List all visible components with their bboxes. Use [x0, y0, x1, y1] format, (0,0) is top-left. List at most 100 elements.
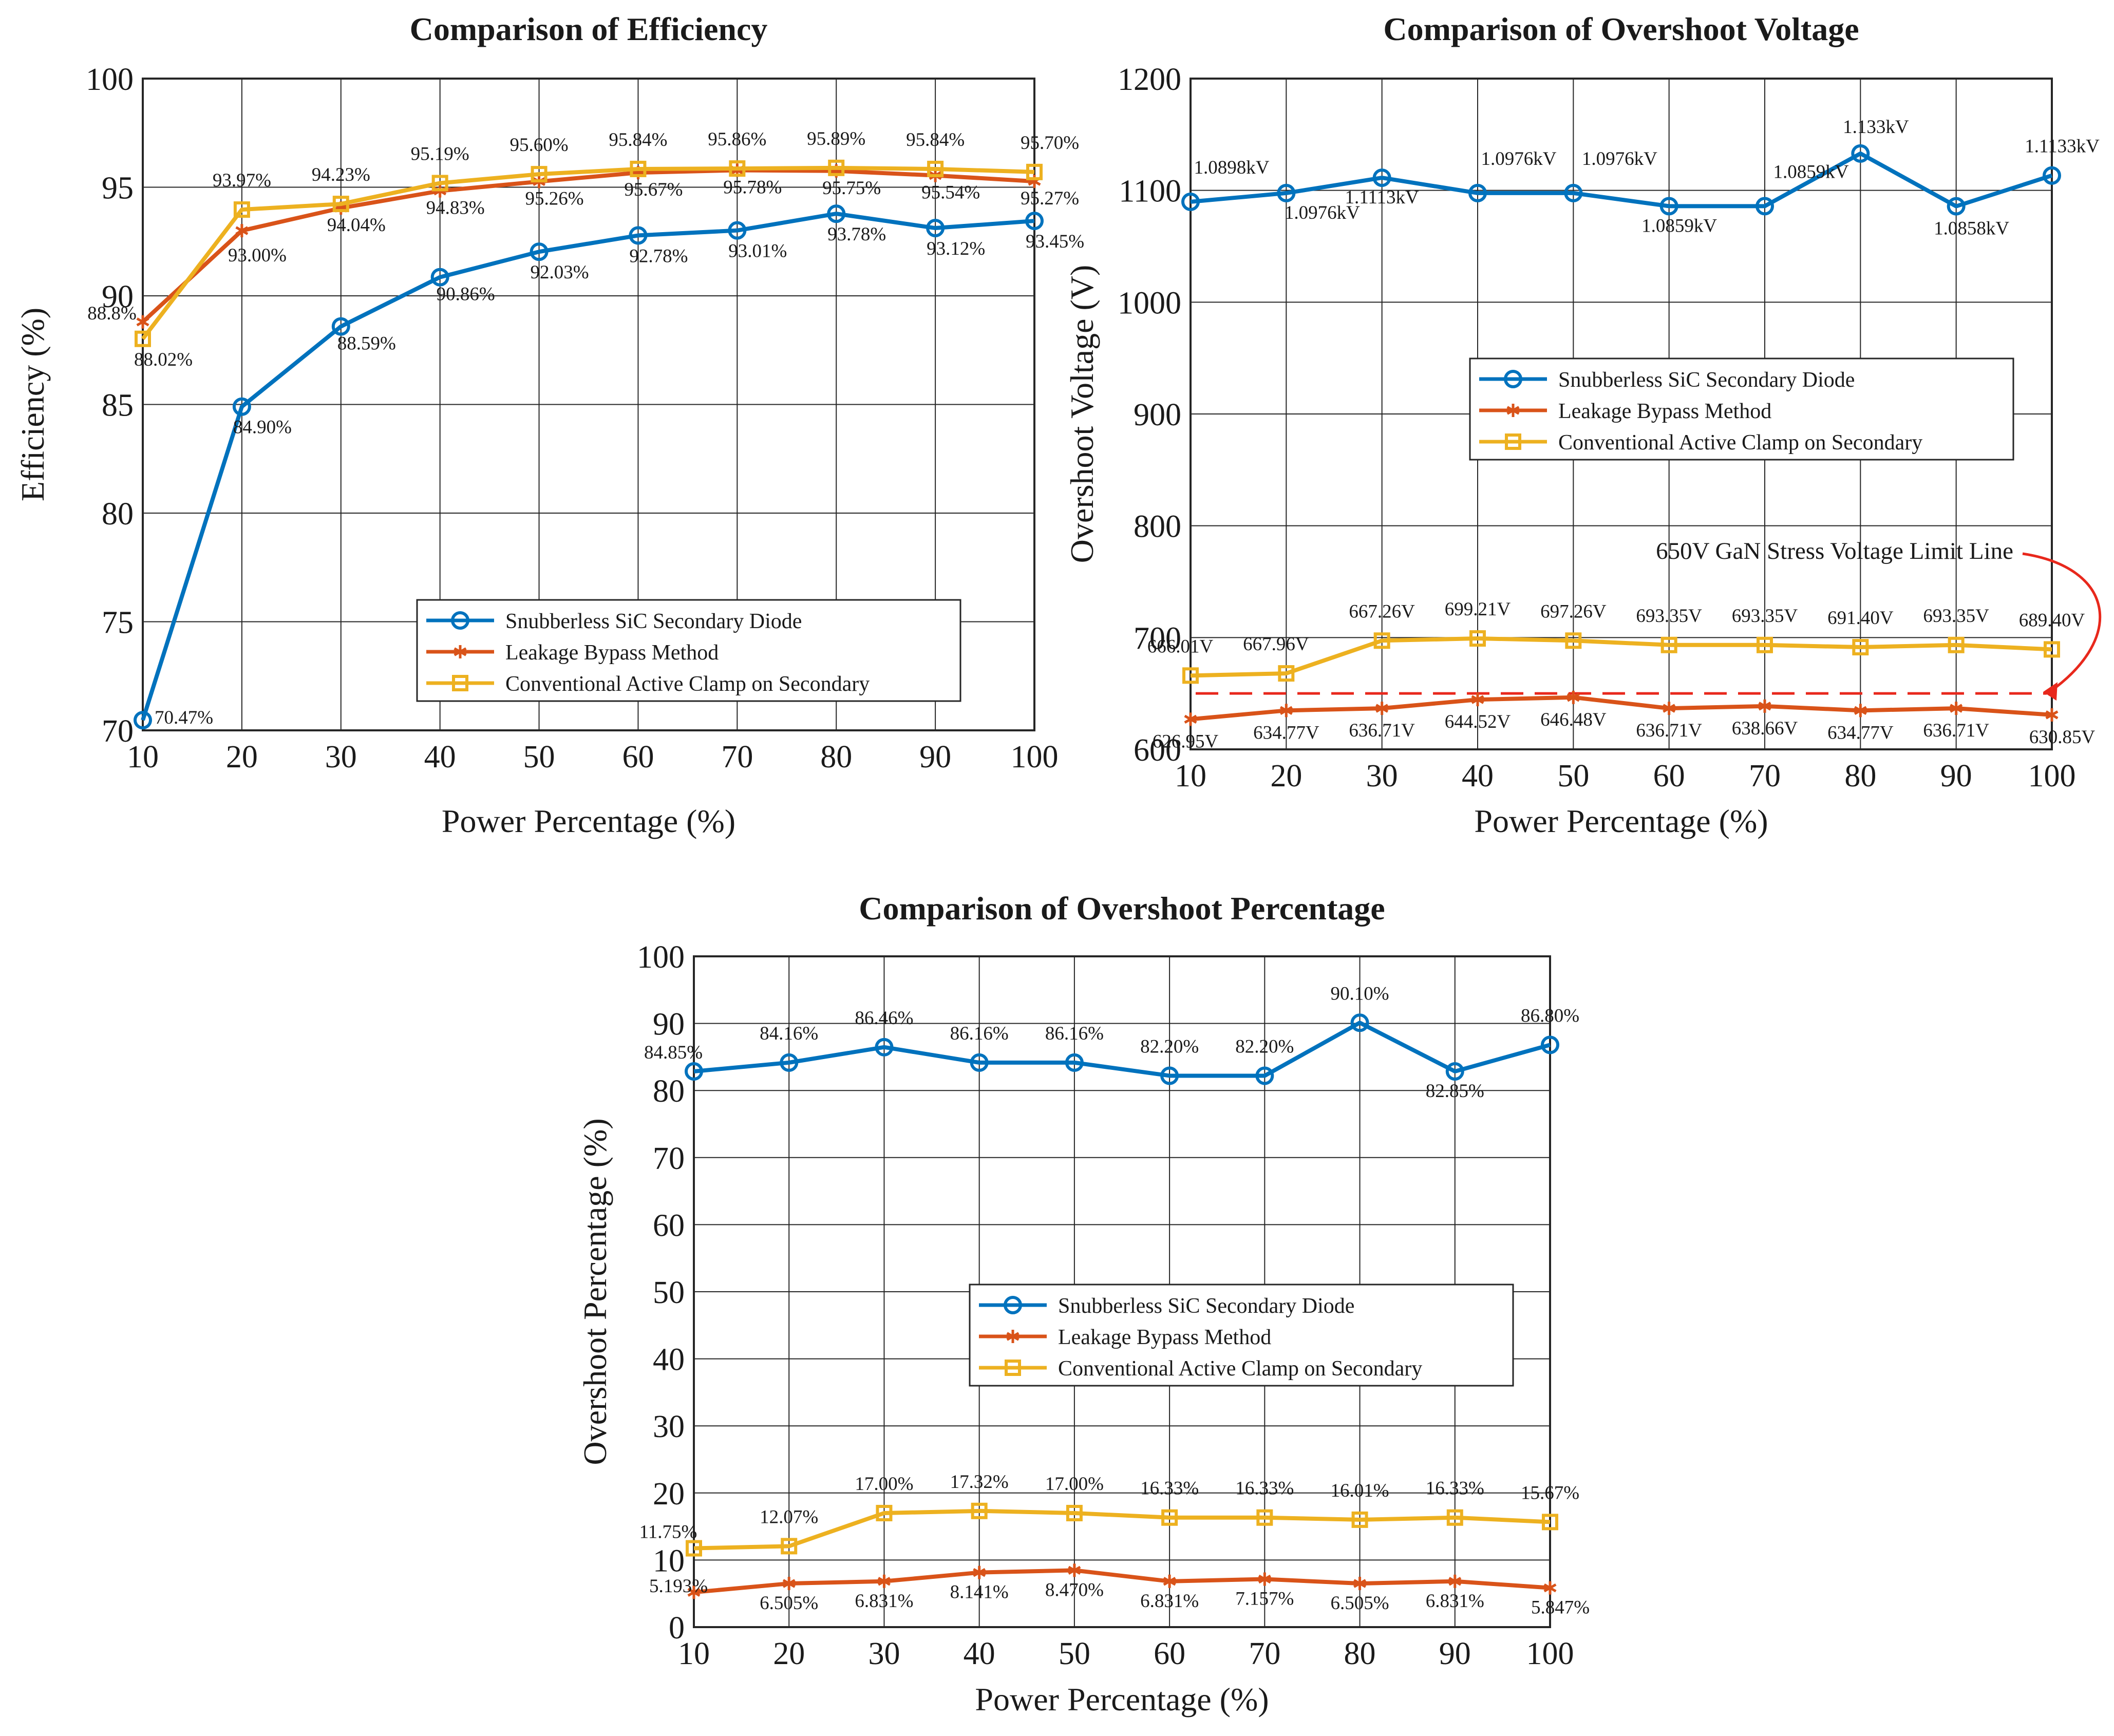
data-label: 88.8%	[87, 303, 137, 324]
series-line	[1190, 151, 2053, 209]
data-point	[1181, 192, 1200, 211]
data-point	[531, 166, 548, 183]
data-label: 95.19%	[411, 143, 469, 164]
series-line	[1190, 695, 2052, 722]
data-point	[927, 160, 944, 177]
data-point	[1278, 665, 1295, 682]
data-point	[1375, 702, 1389, 715]
data-label: 7.157%	[1235, 1589, 1294, 1610]
data-point	[877, 1574, 891, 1588]
data-label: 86.16%	[1045, 1023, 1104, 1044]
data-label: 1.133kV	[1843, 117, 1909, 138]
x-tick-label: 60	[622, 740, 654, 775]
data-label: 86.46%	[855, 1008, 913, 1029]
data-point	[876, 1504, 893, 1521]
data-point	[2044, 641, 2060, 658]
data-point	[926, 219, 945, 238]
x-tick-label: 40	[964, 1636, 995, 1671]
data-label: 93.45%	[1026, 231, 1084, 252]
x-tick-label: 10	[127, 740, 159, 775]
chart-voltage: 10 20 30 40 50 60 70 80 90 100 600 700 800 900 1000 110…	[1064, 11, 2102, 839]
data-point	[1854, 704, 1867, 718]
data-label: 646.48V	[1540, 709, 1607, 730]
data-point	[1350, 1013, 1369, 1032]
y-tick-label: 60	[653, 1208, 685, 1243]
x-tick-label: 30	[1366, 759, 1398, 794]
series-line	[141, 168, 1035, 324]
data-point	[875, 1037, 894, 1056]
y-tick-label: 70	[653, 1141, 685, 1176]
data-point	[970, 1053, 989, 1072]
data-label: 689.40V	[2019, 610, 2085, 631]
x-tick-label: 60	[1154, 1636, 1185, 1671]
legend-marker	[454, 645, 467, 658]
x-tick-label: 30	[868, 1636, 900, 1671]
data-label: 92.03%	[531, 262, 589, 283]
legend-entry: Leakage Bypass Method	[505, 641, 719, 665]
y-axis: 0 10 20 30 40 50 60 70 80 90 100	[637, 940, 1550, 1646]
x-tick-label: 80	[820, 740, 852, 775]
y-tick-label: 85	[102, 388, 134, 423]
data-point	[1756, 197, 1774, 216]
data-label: 17.00%	[1045, 1474, 1104, 1495]
x-tick-label: 100	[1526, 1636, 1574, 1671]
series-0: 84.85% 84.16% 86.46% 86.16% 86.16% 82.20% 82.2…	[644, 983, 1579, 1102]
y-axis-label: Overshoot Voltage (V)	[1064, 265, 1100, 563]
data-point	[1757, 636, 1773, 653]
legend-entry: Leakage Bypass Method	[1558, 400, 1771, 423]
data-label: 93.97%	[213, 170, 271, 191]
data-label: 16.01%	[1331, 1480, 1389, 1501]
legend: Snubberless SiC Secondary Diode Leakage B…	[1469, 357, 2014, 461]
data-label: 6.505%	[1331, 1593, 1389, 1614]
data-point	[332, 196, 349, 213]
data-point	[687, 1586, 701, 1599]
data-point	[1564, 183, 1583, 202]
data-label: 95.89%	[807, 128, 865, 149]
data-label: 697.26V	[1540, 601, 1607, 622]
data-label: 95.26%	[525, 188, 584, 210]
y-tick-label: 0	[669, 1611, 685, 1646]
y-tick-label: 800	[1134, 510, 1181, 544]
data-point	[1025, 212, 1044, 231]
y-tick-label: 40	[653, 1343, 685, 1378]
x-tick-label: 90	[919, 740, 951, 775]
data-label: 667.96V	[1243, 634, 1309, 655]
data-point	[1161, 1509, 1178, 1526]
data-label: 1.0976kV	[1285, 202, 1360, 223]
series-line	[141, 165, 1035, 341]
x-tick-label: 20	[1270, 759, 1302, 794]
data-point	[828, 159, 845, 176]
data-point	[1851, 144, 1870, 163]
data-label: 644.52V	[1445, 711, 1511, 732]
legend-marker	[452, 675, 468, 691]
data-label: 1.0976kV	[1582, 148, 1657, 169]
x-tick-label: 50	[1059, 1636, 1090, 1671]
data-label: 84.90%	[233, 417, 292, 438]
data-label: 86.80%	[1521, 1005, 1579, 1026]
legend-marker	[451, 611, 469, 630]
y-tick-label: 20	[653, 1477, 685, 1512]
legend-entry: Snubberless SiC Secondary Diode	[1558, 368, 1855, 392]
data-label: 8.141%	[950, 1582, 1009, 1603]
data-label: 5.193%	[649, 1576, 708, 1597]
data-label: 90.86%	[437, 284, 495, 305]
data-point	[1542, 1514, 1558, 1531]
data-point	[1758, 699, 1771, 713]
data-point	[331, 317, 350, 336]
data-point	[1351, 1511, 1368, 1528]
data-point	[2043, 166, 2061, 185]
legend-entry: Conventional Active Clamp on Secondary	[1558, 431, 1922, 455]
data-point	[232, 397, 251, 416]
data-label: 88.02%	[134, 349, 193, 370]
data-label: 691.40V	[1827, 608, 1894, 629]
data-point	[1947, 197, 1966, 216]
data-label: 82.20%	[1235, 1036, 1294, 1057]
x-tick-label: 20	[226, 740, 258, 775]
y-tick-label: 70	[102, 714, 134, 749]
series-1: 88.8% 93.00% 94.04% 94.83% 95.26% 95.67% 95.78…	[87, 163, 1079, 329]
data-point	[781, 1538, 798, 1555]
y-tick-label: 50	[653, 1275, 685, 1310]
data-label: 84.16%	[760, 1023, 818, 1044]
legend-box	[969, 1284, 1514, 1387]
